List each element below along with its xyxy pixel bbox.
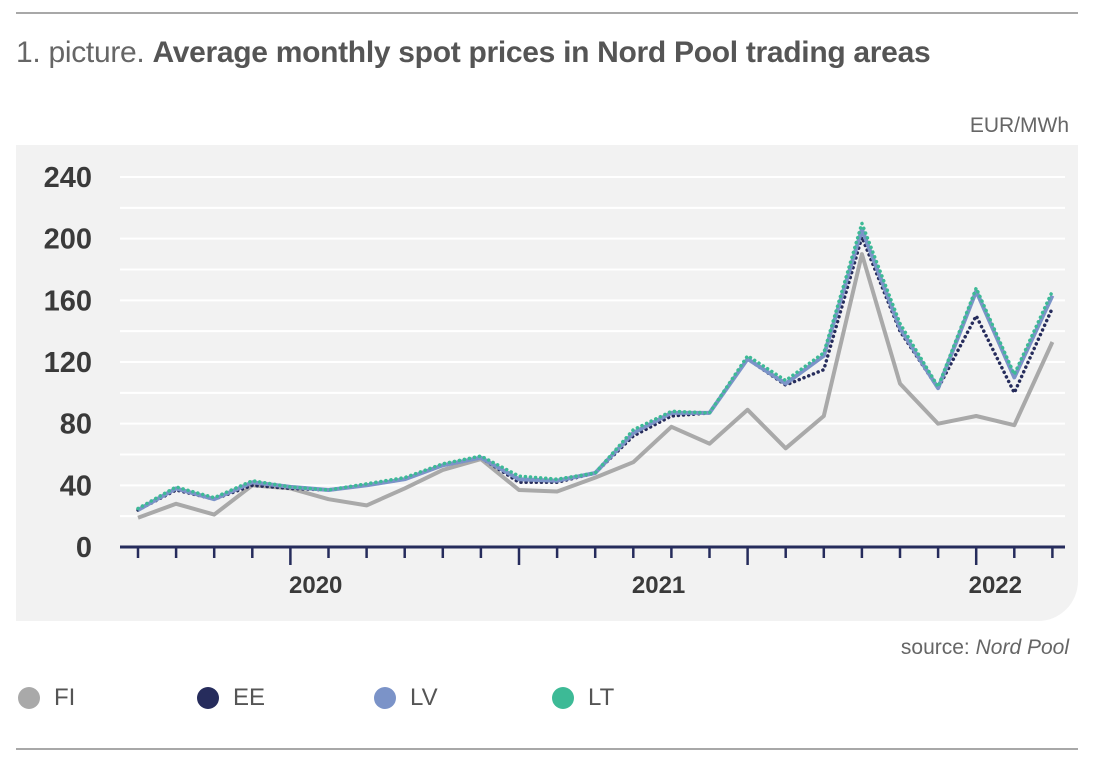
top-rule [16,12,1078,14]
y-axis-unit: EUR/MWh [969,114,1069,137]
y-tick-label: 0 [76,532,92,564]
bottom-rule [16,748,1078,750]
y-tick-label: 240 [44,162,92,194]
y-tick-label: 120 [44,347,92,379]
x-tick-labels: 2020 2021 2022 [289,572,1022,599]
x-tick-label: 2022 [969,572,1022,599]
series-line-ee [136,235,1055,512]
source-note: source: Nord Pool [901,636,1069,660]
legend-label-lt: LT [588,684,615,711]
grid-lines [120,176,1065,518]
chart-title: 1. picture. Average monthly spot prices … [16,36,931,70]
title-prefix: 1. picture. [16,36,153,69]
legend-dot-fi [18,687,40,709]
legend-item-lt: LT [552,684,614,712]
legend-dot-lv [374,687,396,709]
legend-item-ee: EE [197,684,265,712]
series-lines [136,221,1055,520]
y-tick-label: 40 [60,470,92,502]
source-label: source: [900,636,976,659]
series-line-lv [137,227,1055,512]
legend-label-ee: EE [233,684,266,711]
y-tick-label: 80 [60,409,92,441]
legend-item-fi: FI [18,684,75,712]
source-name: Nord Pool [975,636,1069,659]
legend-dot-lt [552,687,574,709]
y-tick-labels: 0 40 80 120 160 200 240 [44,162,92,564]
legend-label-fi: FI [54,684,76,711]
x-axis [120,545,1065,565]
title-main: Average monthly spot prices in Nord Pool… [152,36,931,69]
legend-label-lv: LV [410,684,438,711]
y-tick-label: 200 [44,224,92,256]
legend-dot-ee [197,687,219,709]
legend-item-lv: LV [374,684,438,712]
series-line-fi [137,252,1055,520]
legend: FI EE LV LT [18,684,718,714]
x-tick-label: 2020 [289,572,342,599]
series-line-lt [136,221,1055,511]
x-tick-label: 2021 [632,572,685,599]
y-tick-label: 160 [44,285,92,317]
